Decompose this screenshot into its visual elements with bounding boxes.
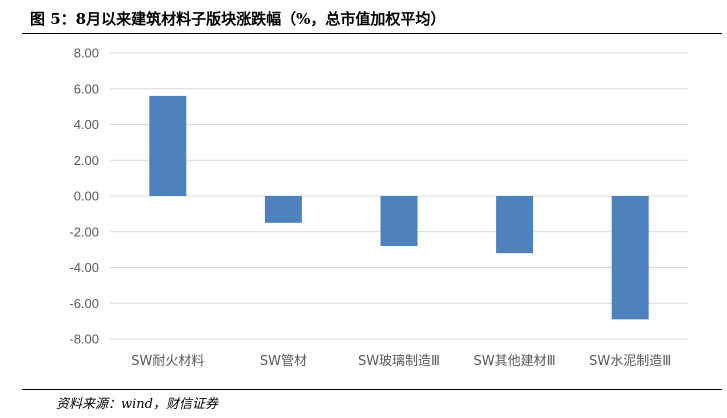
y-tick-label: 8.00 bbox=[74, 46, 99, 61]
gridlines bbox=[110, 52, 688, 340]
y-tick-label: 0.00 bbox=[74, 189, 99, 204]
x-category-label: SW管材 bbox=[260, 354, 307, 369]
bar bbox=[611, 196, 649, 320]
source-note: 资料来源：wind，财信证券 bbox=[56, 397, 218, 412]
category-labels: SW耐火材料 SW管材 SW玻璃制造Ⅲ SW其他建材Ⅲ SW水泥制造Ⅲ bbox=[131, 354, 671, 369]
title-divider bbox=[22, 33, 722, 34]
y-tick-label: -8.00 bbox=[69, 332, 99, 347]
bars bbox=[149, 95, 649, 320]
bar bbox=[380, 196, 418, 247]
source-divider bbox=[22, 389, 722, 390]
bar bbox=[149, 95, 187, 196]
x-category-label: SW其他建材Ⅲ bbox=[474, 354, 556, 369]
x-category-label: SW玻璃制造Ⅲ bbox=[358, 354, 440, 369]
x-category-label: SW水泥制造Ⅲ bbox=[589, 354, 671, 369]
y-tick-label: 6.00 bbox=[74, 81, 99, 96]
y-tick-label: 4.00 bbox=[74, 117, 99, 132]
y-tick-label: -2.00 bbox=[69, 224, 99, 239]
y-tick-label: 2.00 bbox=[74, 153, 99, 168]
bar bbox=[496, 196, 534, 254]
x-category-label: SW耐火材料 bbox=[131, 354, 204, 369]
y-tick-label: -6.00 bbox=[69, 296, 99, 311]
y-axis-ticks: 8.00 6.00 4.00 2.00 0.00 -2.00 -4.00 -6.00 -8.00 bbox=[69, 46, 99, 347]
figure-title: 图 5：8月以来建筑材料子版块涨跌幅（%，总市值加权平均） bbox=[30, 10, 446, 28]
bar bbox=[264, 196, 302, 223]
y-tick-label: -4.00 bbox=[69, 260, 99, 275]
